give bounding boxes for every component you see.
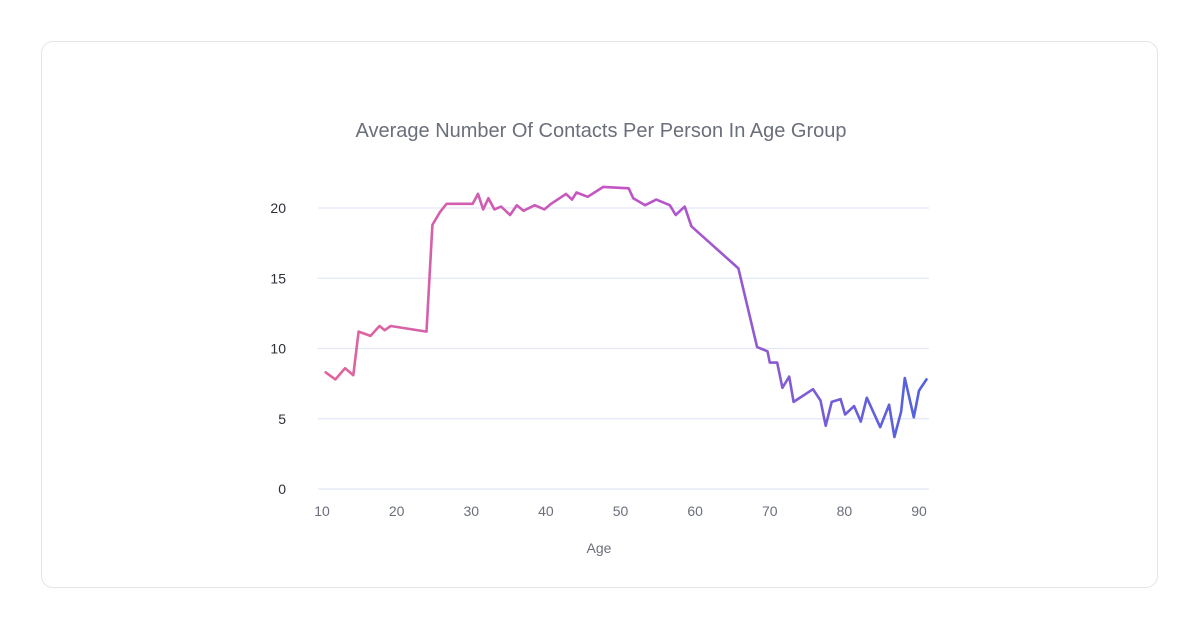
- chart-card: Average Number Of Contacts Per Person In…: [41, 41, 1158, 588]
- chart-title: Average Number Of Contacts Per Person In…: [356, 120, 847, 142]
- series-layer: [324, 185, 928, 439]
- x-tick-label: 50: [613, 503, 629, 519]
- y-tick-label: 5: [278, 411, 286, 427]
- x-tick-label: 30: [463, 503, 479, 519]
- x-tick-label: 20: [389, 503, 405, 519]
- x-axis-label: Age: [587, 540, 612, 556]
- x-tick-label: 60: [687, 503, 703, 519]
- x-tick-label: 40: [538, 503, 554, 519]
- x-tick-label: 10: [314, 503, 330, 519]
- y-tick-label: 0: [278, 481, 286, 497]
- y-tick-label: 20: [270, 200, 286, 216]
- grid-layer: [318, 207, 929, 490]
- line-chart: Average Number Of Contacts Per Person In…: [270, 120, 929, 556]
- x-tick-label: 70: [762, 503, 778, 519]
- series-line-0: [324, 185, 928, 439]
- y-tick-label: 15: [270, 270, 286, 286]
- y-tick-label: 10: [270, 341, 286, 357]
- x-tick-label: 80: [837, 503, 853, 519]
- y-axis-ticks: 0 5 10 15 20: [270, 200, 286, 497]
- x-tick-label: 90: [911, 503, 927, 519]
- x-axis-ticks: 10 20 30 40 50 60 70 80 90: [314, 503, 927, 519]
